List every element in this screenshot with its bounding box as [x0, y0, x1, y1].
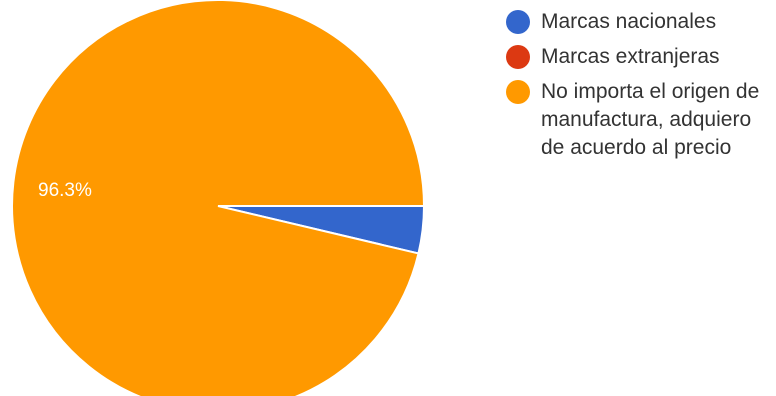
legend-swatch [506, 80, 530, 104]
chart-legend: Marcas nacionales Marcas extranjeras No … [506, 8, 774, 169]
legend-item-marcas-nacionales[interactable]: Marcas nacionales [506, 8, 774, 36]
legend-label: No importa el origen de manufactura, adq… [541, 80, 760, 159]
legend-item-no-importa-origen[interactable]: No importa el origen de manufactura, adq… [506, 78, 774, 162]
pie-data-labels: 96.3% [38, 180, 92, 201]
pie-slice-label-2: 96.3% [38, 180, 92, 201]
legend-swatch [506, 45, 530, 69]
pie-slices [11, 0, 426, 396]
legend-swatch [506, 10, 530, 34]
legend-label: Marcas extranjeras [541, 45, 720, 68]
pie-slice-2[interactable] [11, 0, 426, 396]
legend-item-marcas-extranjeras[interactable]: Marcas extranjeras [506, 43, 774, 71]
legend-label: Marcas nacionales [541, 10, 717, 33]
pie-chart: 96.3% [11, 0, 426, 396]
